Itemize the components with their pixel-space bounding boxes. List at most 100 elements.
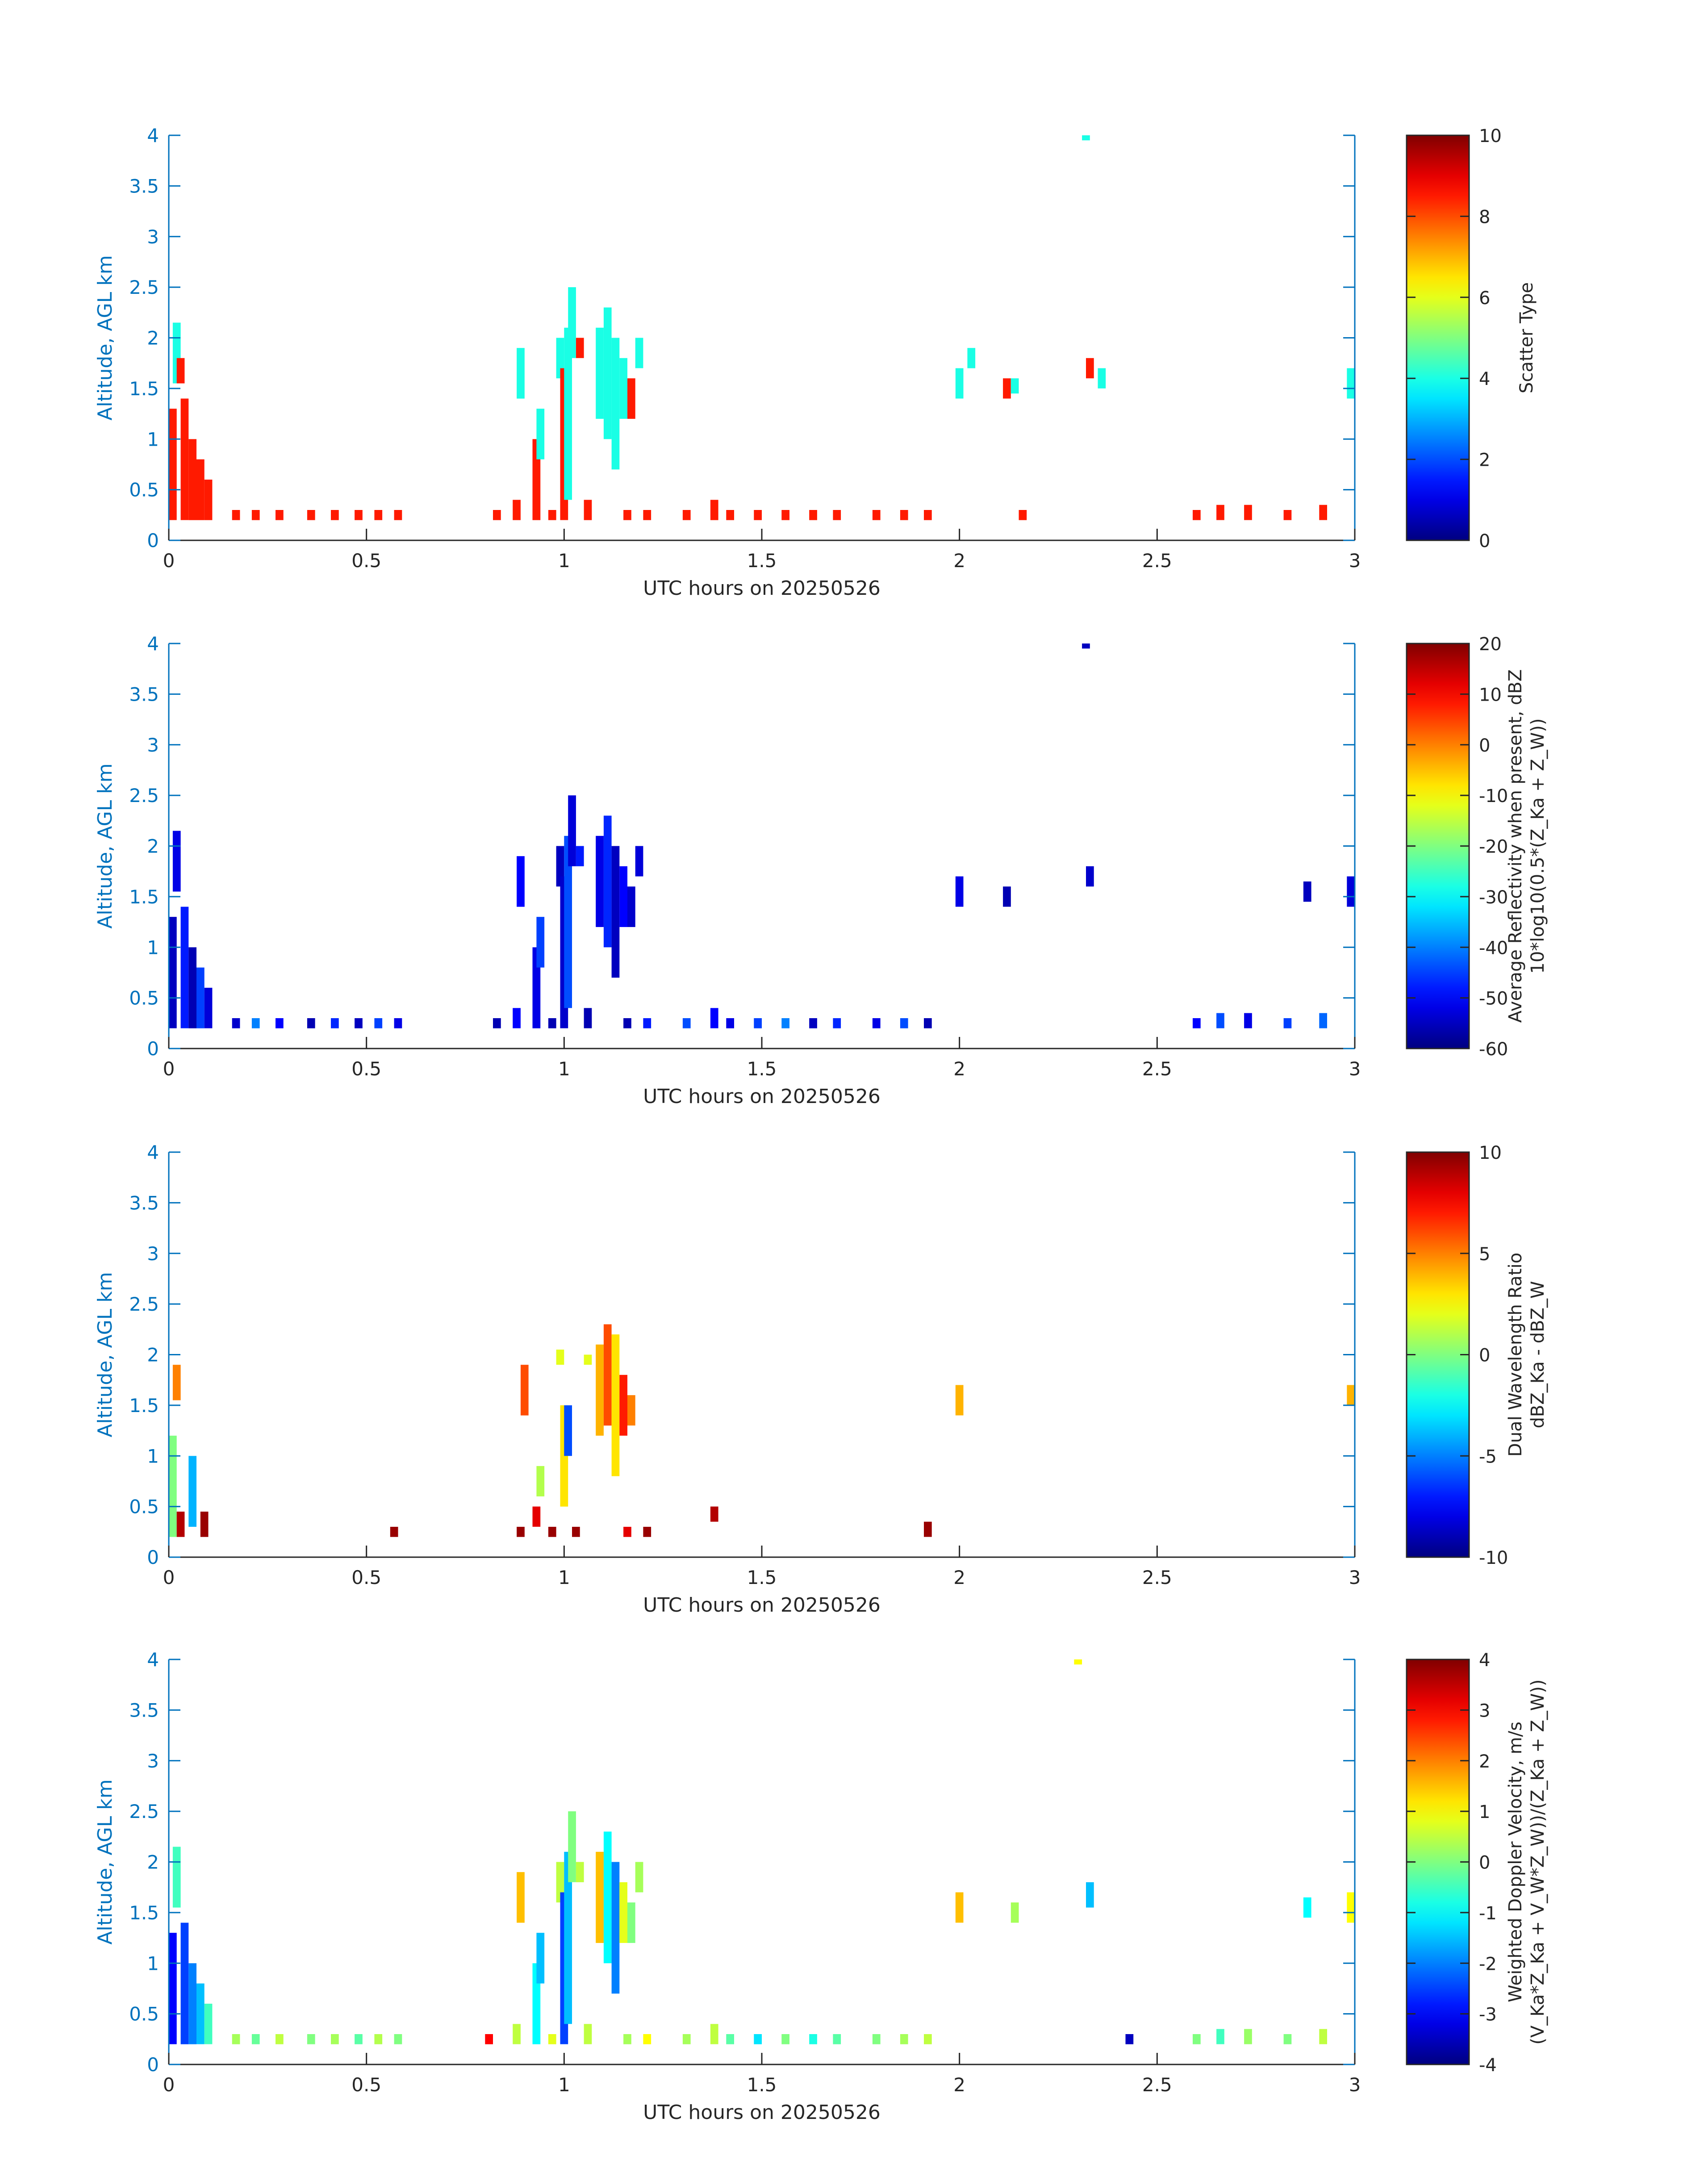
heatmap-cell <box>726 1018 734 1028</box>
heatmap-cell <box>1011 1902 1019 1923</box>
heatmap-cell <box>603 307 612 439</box>
heatmap-cell <box>781 510 789 520</box>
heatmap-cell <box>1011 378 1019 394</box>
colorbar-tick-label: -4 <box>1479 2055 1497 2076</box>
colorbar-tick-label: 4 <box>1479 1650 1490 1671</box>
heatmap-cell <box>1074 1659 1082 1665</box>
heatmap-cell <box>485 2034 493 2044</box>
heatmap-cell <box>611 1334 620 1476</box>
heatmap-cell <box>754 1018 762 1028</box>
chart-panel-4: 0 0.5 1 1.5 2 2.5 3 3.5 4 0 0.5 1 1.5 2 2.5 3 UTC hours … <box>94 1649 1548 2124</box>
x-tick-label: 1.5 <box>747 1058 777 1080</box>
colorbar-tick-label: 1 <box>1479 1802 1490 1822</box>
heatmap-cell <box>682 510 691 520</box>
heatmap-cell <box>596 1344 604 1436</box>
x-tick-label: 0.5 <box>351 550 381 572</box>
heatmap-cell <box>180 1922 189 2044</box>
heatmap-cell <box>643 1527 651 1537</box>
heatmap-cell <box>232 2034 240 2044</box>
y-tick-label: 2 <box>147 836 159 857</box>
y-tick-label: 0 <box>147 2054 159 2076</box>
heatmap-cell <box>572 1527 580 1537</box>
heatmap-cell <box>1283 1018 1292 1028</box>
chart-panel-3: 0 0.5 1 1.5 2 2.5 3 3.5 4 0 0.5 1 1.5 2 2.5 3 UTC hours … <box>94 1141 1548 1617</box>
heatmap-cell <box>596 1851 604 1943</box>
colorbar-tick-label: 2 <box>1479 450 1490 471</box>
heatmap-cell <box>568 287 576 358</box>
heatmap-cell <box>1319 2029 1327 2044</box>
heatmap-cell <box>1319 1013 1327 1028</box>
heatmap-cell <box>1193 2034 1201 2044</box>
colorbar-tick-label: 5 <box>1479 1244 1490 1265</box>
heatmap-cell <box>576 338 584 358</box>
y-tick-label: 0 <box>147 1546 159 1568</box>
colorbar-label: Average Reflectivity when present, dBZ <box>1505 669 1526 1023</box>
x-tick-label: 0 <box>163 1567 175 1588</box>
heatmap-cell <box>643 1018 651 1028</box>
heatmap-cell <box>627 1395 635 1426</box>
colorbar <box>1406 1151 1470 1558</box>
heatmap-cell <box>1347 876 1355 907</box>
x-tick-label: 1.5 <box>747 1567 777 1588</box>
colorbar-tick-label: 0 <box>1479 1345 1490 1366</box>
y-tick-label: 0.5 <box>129 987 159 1009</box>
heatmap-cell <box>576 846 584 866</box>
heatmap-cell <box>1303 1897 1311 1918</box>
heatmap-cell <box>635 1862 643 1893</box>
y-tick-label: 0 <box>147 530 159 552</box>
x-tick-label: 0.5 <box>351 1567 381 1588</box>
colorbar-label: dBZ_Ka - dBZ_W <box>1528 1281 1548 1429</box>
heatmap-cell <box>1086 1882 1094 1908</box>
x-tick-label: 0.5 <box>351 1058 381 1080</box>
heatmap-cell <box>924 1018 932 1028</box>
x-tick-label: 2.5 <box>1142 1058 1172 1080</box>
y-tick-label: 3.5 <box>129 1192 159 1214</box>
heatmap-cell <box>1347 368 1355 399</box>
colorbar-label: Dual Wavelength Ratio <box>1505 1253 1526 1457</box>
colorbar-label: 10*log10(0.5*(Z_Ka + Z_W)) <box>1528 718 1548 974</box>
heatmap-cell <box>390 1527 398 1537</box>
heatmap-cell <box>169 1933 177 2044</box>
heatmap-cell <box>513 500 521 520</box>
y-tick-label: 1 <box>147 936 159 958</box>
heatmap-cell <box>493 510 501 520</box>
chart-panel-2: 0 0.5 1 1.5 2 2.5 3 3.5 4 0 0.5 1 1.5 2 2.5 3 UTC hours … <box>94 633 1548 1108</box>
heatmap-cell <box>900 2034 908 2044</box>
colorbar-tick-label: 3 <box>1479 1701 1490 1721</box>
heatmap-cell <box>188 439 196 520</box>
heatmap-cell <box>536 1933 545 1984</box>
y-tick-label: 3.5 <box>129 683 159 705</box>
y-tick-label: 1 <box>147 1952 159 1974</box>
heatmap-cell <box>635 338 643 368</box>
colorbar-tick-label: 6 <box>1479 288 1490 309</box>
y-tick-label: 1 <box>147 1445 159 1467</box>
colorbar-tick-label: -5 <box>1479 1446 1497 1467</box>
y-axis-label: Altitude, AGL km <box>94 1779 117 1944</box>
heatmap-cell <box>1193 1018 1201 1028</box>
heatmap-cell <box>532 1963 541 2044</box>
heatmap-cell <box>548 2034 556 2044</box>
heatmap-cell <box>180 398 189 520</box>
heatmap-cell <box>331 510 339 520</box>
heatmap-cell <box>517 1527 525 1537</box>
heatmap-cell <box>355 510 363 520</box>
y-tick-label: 3 <box>147 734 159 756</box>
heatmap-cell <box>1216 2029 1224 2044</box>
heatmap-cell <box>536 1466 545 1496</box>
y-tick-label: 0.5 <box>129 479 159 501</box>
heatmap-cell <box>809 1018 817 1028</box>
heatmap-cell <box>188 1963 196 2044</box>
heatmap-cell <box>169 1435 177 1537</box>
heatmap-cell <box>180 907 189 1028</box>
heatmap-cell <box>188 1456 196 1527</box>
heatmap-cell <box>564 1405 572 1456</box>
y-tick-label: 2 <box>147 327 159 349</box>
x-tick-label: 2 <box>953 1058 965 1080</box>
y-tick-label: 3.5 <box>129 175 159 197</box>
heatmap-cell <box>200 1512 209 1537</box>
y-tick-label: 2.5 <box>129 785 159 806</box>
heatmap-cell <box>196 967 205 1028</box>
heatmap-cell <box>394 1018 402 1028</box>
heatmap-cell <box>682 1018 691 1028</box>
heatmap-cell <box>204 987 213 1028</box>
